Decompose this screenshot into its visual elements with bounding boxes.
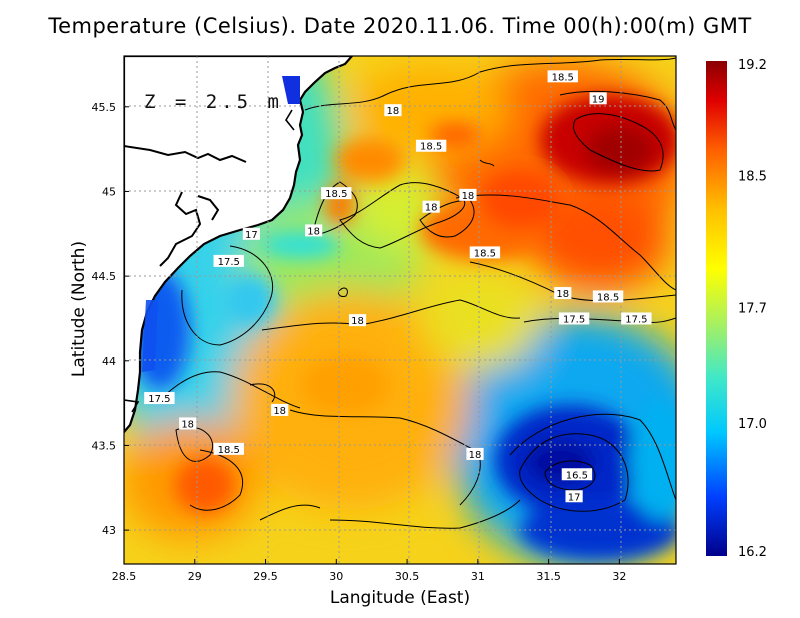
x-tick-label: 31: [471, 570, 485, 583]
contour-label: 17: [568, 492, 581, 503]
contour-label: 18: [387, 106, 400, 117]
x-tick-label: 30: [329, 570, 343, 583]
contour-label-box: [589, 92, 607, 105]
contour-label: 18.5: [325, 189, 347, 200]
contour-label: 18: [425, 203, 438, 214]
colorbar-tick-label: 16.2: [738, 545, 767, 560]
colorbar: [706, 61, 727, 556]
contour-label-box: [271, 403, 289, 416]
contour-label: 18: [556, 289, 569, 300]
contour-label: 18.5: [552, 72, 574, 83]
colorbar-tick-label: 17.0: [738, 417, 767, 432]
contour-label-box: [348, 314, 367, 327]
contour-label-box: [422, 200, 440, 213]
contour-labels: 18.5 19 18 18.5 18.5 18 18 18 17 17.5 18.5 18 18.5 17…: [144, 70, 652, 503]
contour-label-box: [384, 104, 402, 117]
contour-label: 18: [462, 191, 475, 202]
colorbar-tick-label: 18.5: [738, 170, 767, 185]
contour-label: 18: [273, 406, 286, 417]
contour-label: 17.5: [218, 257, 240, 268]
y-tick-label: 43.5: [92, 439, 117, 452]
contour-label-box: [305, 224, 323, 237]
contour-label-box: [213, 442, 244, 455]
y-axis-ticks: 43 43.5 44 44.5 45 45.5: [92, 101, 129, 537]
contour-label: 18: [351, 316, 364, 327]
contour-label-box: [415, 139, 447, 152]
contour-label: 17.5: [148, 394, 170, 405]
contour-label-box: [144, 392, 175, 405]
depth-label: Z = 2.5 m: [144, 91, 283, 113]
contour-label: 18: [469, 450, 482, 461]
contour-label: 17.5: [625, 314, 647, 325]
colorbar-ticks: 16.2 17.0 17.7 18.5 19.2: [738, 58, 767, 560]
contour-label-box: [242, 227, 260, 240]
x-tick-label: 29: [188, 570, 202, 583]
contour-label-box: [558, 312, 590, 325]
x-tick-label: 30.5: [395, 570, 420, 583]
contour-label-box: [459, 188, 477, 201]
contour-label: 17: [245, 230, 258, 241]
y-axis-label: Latitude (North): [69, 240, 89, 378]
contour-label: 18: [181, 419, 194, 430]
contour-label-box: [321, 187, 352, 200]
contour-label: 18.5: [474, 248, 496, 259]
y-tick-label: 45.5: [92, 101, 117, 114]
colorbar-tick-label: 17.7: [738, 302, 767, 317]
contour-label-box: [565, 490, 583, 503]
contour-label: 19: [592, 94, 605, 105]
contour-label-box: [469, 246, 501, 259]
temperature-field: 18.5 19 18 18.5 18.5 18 18 18 17 17.5 18.5 18 18.5 17…: [124, 56, 676, 564]
y-tick-label: 44: [102, 355, 116, 368]
coastline-land: [124, 56, 354, 434]
contour-label: 18.5: [420, 142, 442, 153]
contour-label-box: [466, 447, 484, 460]
contour-label: 18.5: [597, 292, 619, 303]
plot-frame: [123, 55, 677, 565]
x-tick-label: 29.5: [253, 570, 278, 583]
contour-label-box: [592, 290, 624, 303]
contour-label-box: [547, 70, 578, 83]
contour-label-box: [621, 312, 652, 325]
x-tick-label: 31.5: [536, 570, 561, 583]
y-tick-label: 44.5: [92, 270, 117, 283]
y-tick-label: 45: [102, 185, 116, 198]
y-tick-label: 43: [102, 524, 116, 537]
x-tick-label: 28.5: [112, 570, 137, 583]
contour-label: 18: [307, 226, 320, 237]
contour-label: 16.5: [566, 470, 588, 481]
contour-label-box: [561, 468, 593, 481]
x-tick-label: 32: [612, 570, 626, 583]
contour-label-box: [213, 254, 244, 267]
chart-title: Temperature (Celsius). Date 2020.11.06. …: [48, 14, 752, 38]
x-axis-label: Langitude (East): [329, 588, 471, 608]
contour-label: 18.5: [218, 445, 240, 456]
contour-label: 17.5: [563, 314, 585, 325]
contour-label-box: [554, 287, 572, 300]
colorbar-tick-label: 19.2: [738, 58, 767, 73]
contour-label-box: [179, 417, 197, 430]
graticule: [124, 56, 676, 564]
x-axis-ticks: 28.5 29 29.5 30 30.5 31 31.5 32: [112, 559, 626, 583]
